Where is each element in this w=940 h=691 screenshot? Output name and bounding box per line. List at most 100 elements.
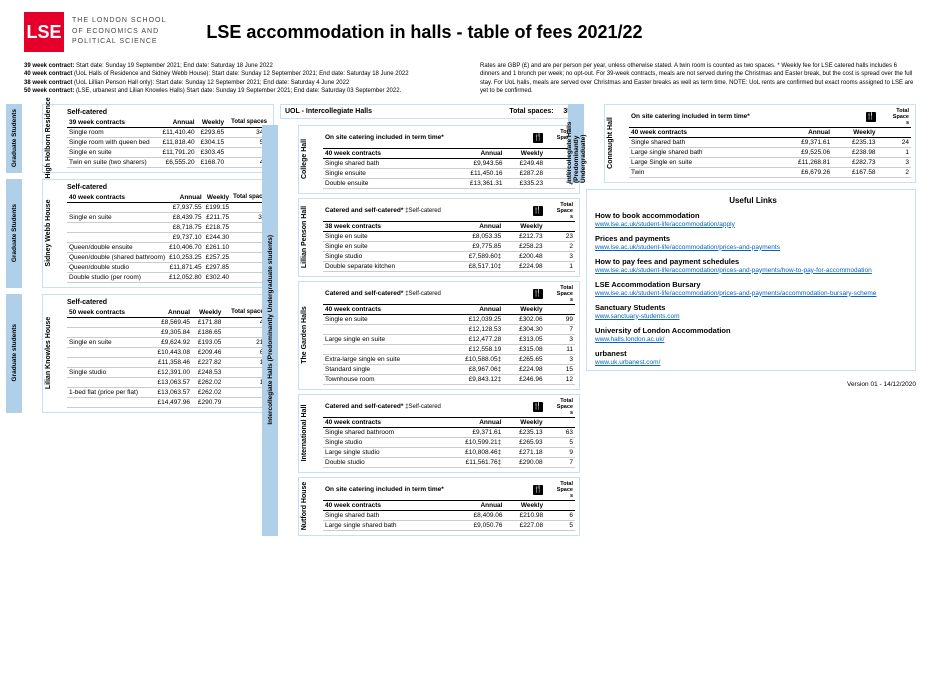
fee-table: 40 week contractsAnnualWeeklyTotal space…: [67, 193, 271, 283]
table-row: Single room£11,410.40£293.65344: [67, 127, 269, 137]
c40-text: (UoL Halls of Residence and Sidney Webb …: [72, 71, 408, 77]
table-row: Twin£6,679.26£167.582: [629, 167, 911, 177]
table-row: Single studio£7,589.60‡£200.483: [323, 251, 575, 261]
college-name: College Hall: [301, 139, 309, 179]
link-url[interactable]: www.uk.urbanest.com/: [595, 359, 660, 366]
uol-header: UOL - Intercollegiate Halls Total spaces…: [280, 104, 580, 119]
uol-sp-label: Total spaces:: [509, 108, 553, 115]
links-title: Useful Links: [595, 196, 911, 205]
table-row: Single room with queen bed£11,818.40£304…: [67, 137, 269, 147]
link-heading: urbanest: [595, 349, 911, 358]
c38-text: (UoL Lillian Penson Hall only): Start da…: [72, 80, 349, 86]
link-heading: Sanctuary Students: [595, 303, 911, 312]
garden-name: The Garden Halls: [301, 306, 309, 364]
table-row: Queen/double ensuite£10,406.70£261.108: [67, 242, 271, 252]
table-row: Large single en suite£12,477.28£313.053: [323, 334, 575, 344]
link-heading: University of London Accommodation: [595, 326, 911, 335]
table-row: Single shared bath£8,409.06£210.986: [323, 510, 575, 520]
fee-table: On site catering included in term time* …: [323, 480, 575, 531]
fee-table: On site catering included in term time* …: [629, 107, 911, 178]
fee-table: Catered and self-catered* ‡Self-catered🍴…: [323, 284, 575, 385]
table-row: Queen/double (shared bathroom)£10,253.25…: [67, 252, 271, 262]
table-row: Single studio£12,391.00£248.537: [67, 367, 269, 377]
table-row: Extra-large single en suite£10,588.05‡£2…: [323, 354, 575, 364]
table-row: £14,497.96£290.799: [67, 397, 269, 407]
lilian-knowles-group: Graduate students Lilian Knowles House S…: [24, 294, 274, 413]
c39-text: Start date: Sunday 19 September 2021; En…: [74, 63, 272, 69]
table-row: Large single shared bath£9,525.06£238.98…: [629, 147, 911, 157]
link-heading: LSE Accommodation Bursary: [595, 280, 911, 289]
hh-name: High Holborn Residence: [45, 97, 53, 178]
table-row: Large single shared bath£9,050.76£227.08…: [323, 520, 575, 530]
table-row: Queen/double studio£11,871.45£297.851: [67, 262, 271, 272]
catering-icon: 🍴: [533, 133, 543, 143]
link-url[interactable]: www.lse.ac.uk/student-life/accommodation…: [595, 221, 735, 228]
table-row: Double studio (per room)£12,052.80£302.4…: [67, 272, 271, 282]
contract-notes: 39 week contract: Start date: Sunday 19 …: [24, 62, 916, 96]
lse-logo: LSE: [24, 12, 64, 52]
table-row: £9,305.84£186.655: [67, 327, 269, 337]
table-row: Single shared bath£9,371.61£235.1324: [629, 137, 911, 147]
table-row: Single en suite£11,791.20£303.454: [67, 147, 269, 157]
link-url[interactable]: www.halls.london.ac.uk/: [595, 336, 664, 343]
table-row: Double separate kitchen£8,517.10‡£224.98…: [323, 261, 575, 271]
link-heading: Prices and payments: [595, 234, 911, 243]
logo-text: LSE: [26, 22, 61, 43]
uol-title: UOL - Intercollegiate Halls: [285, 108, 372, 115]
fee-table: 39 week contractsAnnualWeeklyTotal space…: [67, 118, 269, 168]
table-row: Double ensuite£13,361.31£335.234: [323, 178, 575, 188]
fee-table: Catered and self-catered* ‡Self-catered🍴…: [323, 201, 575, 272]
connaught-name: Connaught Hall: [607, 117, 615, 169]
intl-name: International Hall: [301, 405, 309, 462]
sidney-group: Graduate Students Sidney Webb House Self…: [24, 179, 274, 288]
table-row: £7,937.55£199.1510: [67, 202, 271, 212]
table-row: £12,558.19£315.0811: [323, 344, 575, 354]
catering-icon: 🍴: [533, 289, 543, 299]
table-row: £13,063.57£262.0212: [67, 377, 269, 387]
table-row: £12,128.53£304.307: [323, 324, 575, 334]
version-text: Version 01 - 14/12/2020: [586, 381, 916, 388]
main-grid: Graduate Students High Holborn Residence…: [24, 104, 916, 536]
link-url[interactable]: www.lse.ac.uk/student-life/accommodation…: [595, 244, 780, 251]
connaught-outer: Intercollegiate Halls (Predominantly Und…: [568, 104, 584, 183]
uol-group: Intercollegiate Halls (Predominantly Und…: [280, 125, 580, 536]
table-row: £9,737.10£244.308: [67, 232, 271, 242]
lk-name: Lilian Knowles House: [45, 317, 53, 389]
inst-line2: OF ECONOMICS AND: [72, 27, 166, 38]
catering-icon: 🍴: [866, 112, 876, 122]
table-row: 1-bed flat (price per flat)£13,063.57£26…: [67, 387, 269, 397]
table-row: Single en suite£12,039.25£302.0699: [323, 314, 575, 324]
page-title: LSE accommodation in halls - table of fe…: [206, 22, 642, 43]
link-url[interactable]: www.lse.ac.uk/student-life/accommodation…: [595, 290, 876, 297]
connaught-group: Intercollegiate Halls (Predominantly Und…: [586, 104, 916, 183]
table-row: £8,718.75£218.7543: [67, 222, 271, 232]
grad-students-label-3: Graduate students: [6, 294, 22, 413]
table-row: £11,358.46£227.8212: [67, 357, 269, 367]
grad-students-label-2: Graduate Students: [6, 179, 22, 288]
useful-links: Useful Links How to book accommodationww…: [586, 189, 916, 371]
table-row: Single studio£10,599.21‡£265.935: [323, 437, 575, 447]
institution-name: THE LONDON SCHOOL OF ECONOMICS AND POLIT…: [72, 16, 166, 48]
penson-name: Lillian Penson Hall: [301, 206, 309, 268]
table-row: £10,443.08£209.4664: [67, 347, 269, 357]
link-heading: How to pay fees and payment schedules: [595, 257, 911, 266]
c50-text: (LSE, urbanest and Lilian Knowles Halls)…: [74, 88, 401, 94]
high-holborn-group: Graduate Students High Holborn Residence…: [24, 104, 274, 173]
table-row: Large single studio£10,808.46‡£271.189: [323, 447, 575, 457]
fee-table: 50 week contractsAnnualWeeklyTotal space…: [67, 308, 269, 408]
catering-icon: 🍴: [533, 402, 543, 412]
table-row: Standard single£8,967.06‡£224.9815: [323, 364, 575, 374]
grad-students-label: Graduate Students: [6, 104, 22, 173]
table-row: Single shared bathroom£9,371.61£235.1363: [323, 427, 575, 437]
rates-note: Rates are GBP (£) and are per person per…: [480, 62, 916, 96]
inst-line1: THE LONDON SCHOOL: [72, 16, 166, 27]
inst-line3: POLITICAL SCIENCE: [72, 37, 166, 48]
table-row: Twin en suite (two sharers)£6,555.20£168…: [67, 157, 269, 167]
table-row: Single en suite£9,775.85£258.232: [323, 241, 575, 251]
table-row: Single en suite£8,053.35£212.7323: [323, 231, 575, 241]
c50-label: 50 week contract:: [24, 88, 74, 94]
table-row: Single ensuite£11,450.16£287.2834: [323, 168, 575, 178]
fee-table: Catered and self-catered* ‡Self-catered🍴…: [323, 397, 575, 468]
link-url[interactable]: www.lse.ac.uk/student-life/accommodation…: [595, 267, 872, 274]
link-url[interactable]: www.sanctuary-students.com: [595, 313, 680, 320]
